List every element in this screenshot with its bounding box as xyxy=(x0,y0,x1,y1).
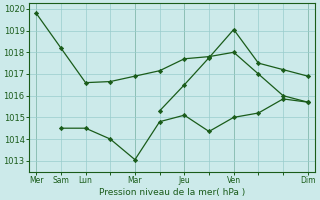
X-axis label: Pression niveau de la mer( hPa ): Pression niveau de la mer( hPa ) xyxy=(99,188,245,197)
